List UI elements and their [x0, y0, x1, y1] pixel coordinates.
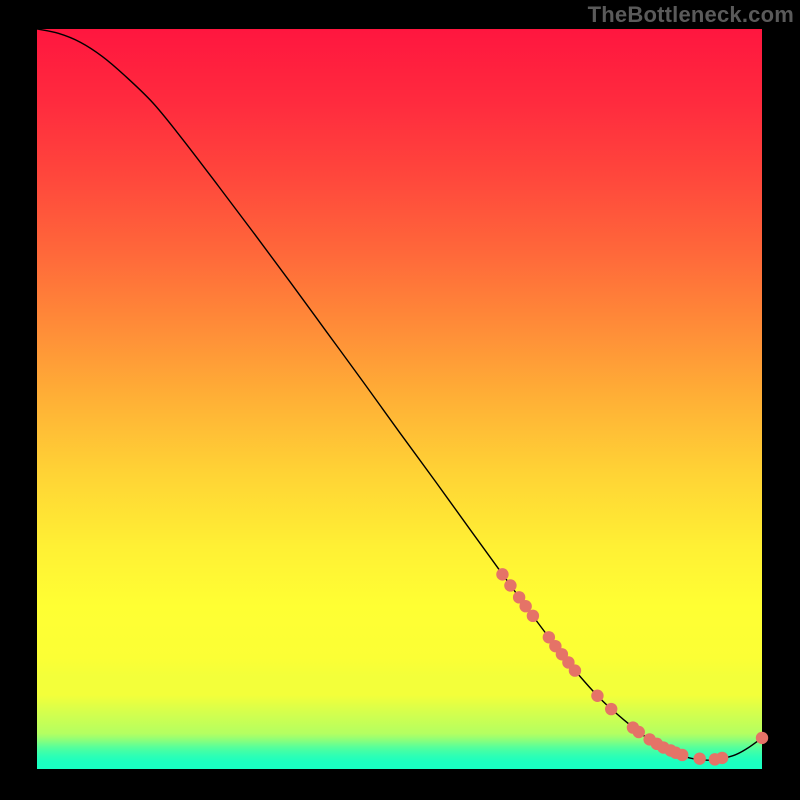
plot-area	[37, 29, 762, 769]
data-markers	[496, 568, 768, 765]
curve-layer	[37, 29, 762, 769]
data-marker	[496, 568, 508, 580]
data-marker	[676, 749, 688, 761]
data-marker	[716, 752, 728, 764]
watermark-text: TheBottleneck.com	[588, 2, 794, 28]
data-marker	[504, 579, 516, 591]
data-marker	[693, 752, 705, 764]
data-marker	[756, 732, 768, 744]
data-marker	[591, 690, 603, 702]
data-marker	[569, 664, 581, 676]
bottleneck-curve	[37, 29, 762, 760]
chart-container: TheBottleneck.com	[0, 0, 800, 800]
data-marker	[605, 703, 617, 715]
data-marker	[633, 726, 645, 738]
data-marker	[527, 610, 539, 622]
